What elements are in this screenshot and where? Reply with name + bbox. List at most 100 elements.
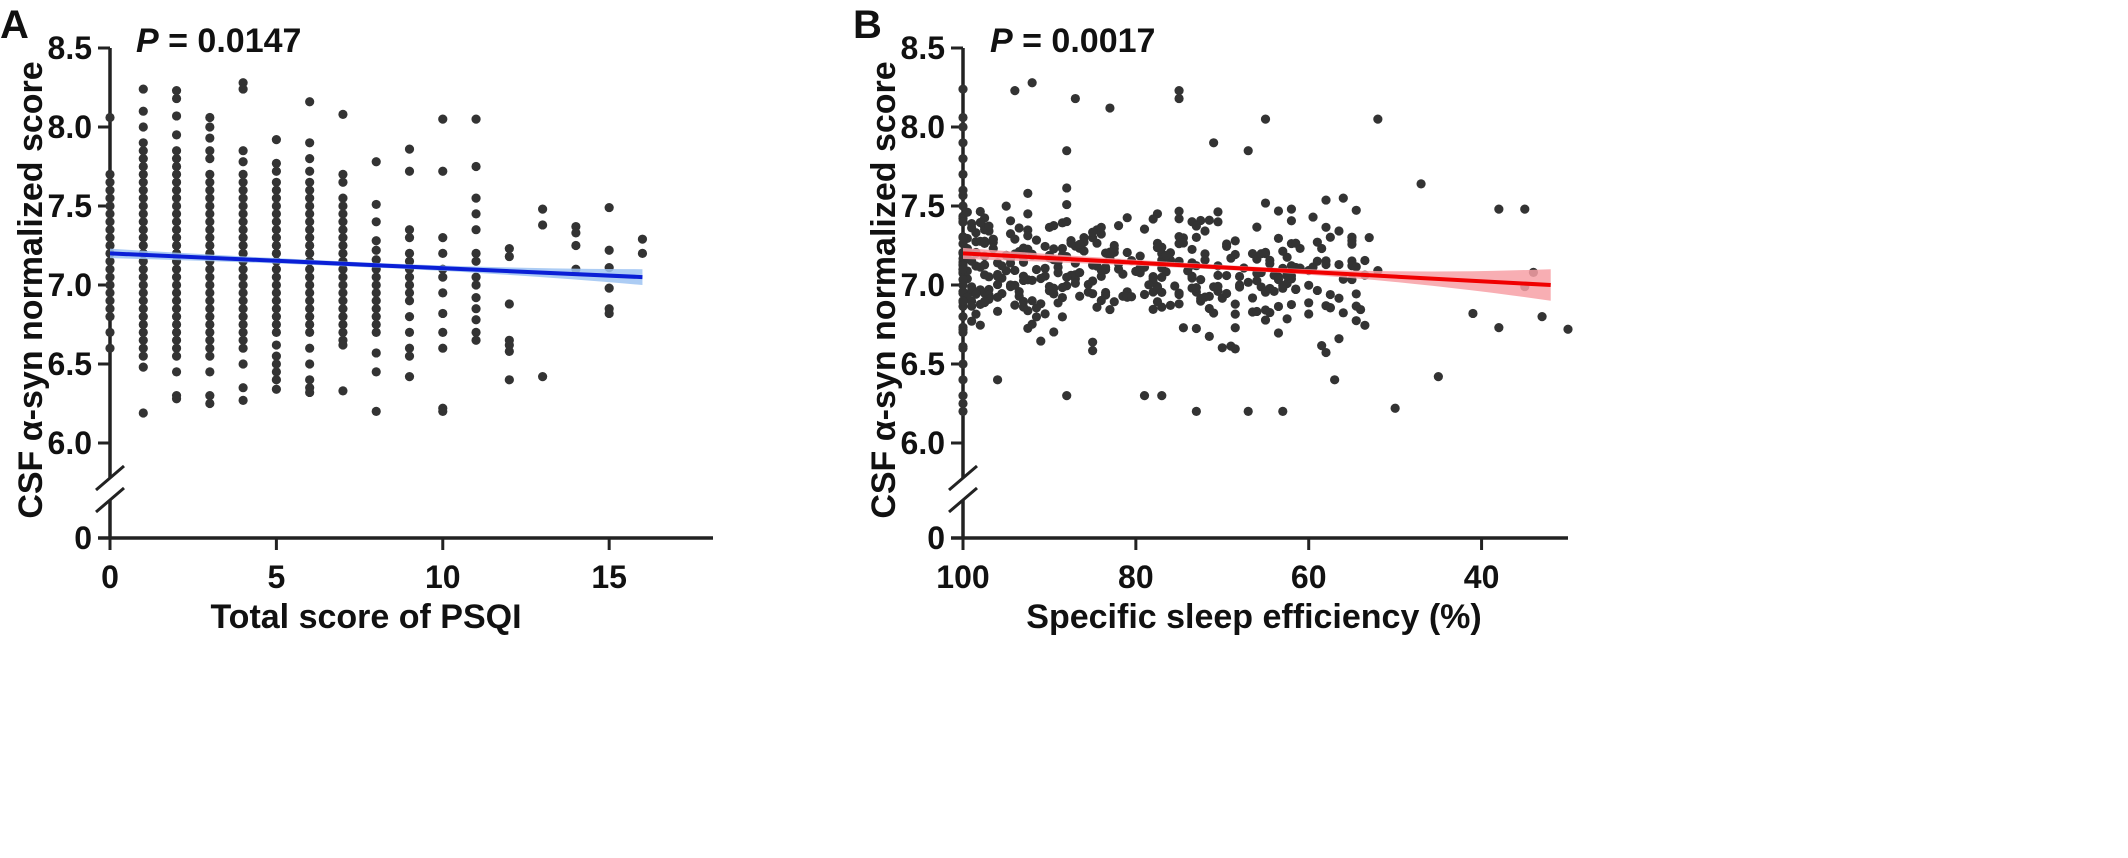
data-point [138,296,148,306]
data-point [238,248,248,258]
data-point [271,225,281,235]
data-point [1113,221,1124,231]
data-point [958,406,968,416]
data-point [1260,247,1271,257]
data-point [1351,316,1361,326]
data-point [138,193,148,203]
data-point [1148,304,1158,314]
data-point [958,359,968,369]
data-point [1304,298,1314,308]
data-point [271,166,281,176]
axis-break-mark [948,486,978,514]
data-point [138,185,148,195]
data-point [371,348,381,358]
data-point [1096,295,1106,306]
data-point [404,327,415,337]
data-point [271,135,281,145]
data-point [958,185,968,195]
panel-label: B [853,3,882,47]
data-point [171,177,182,187]
data-point [138,280,148,290]
data-point [438,248,448,258]
data-point [1390,403,1400,413]
data-point [238,185,248,195]
data-point [371,312,381,322]
data-point [471,335,481,345]
data-point [1360,255,1370,266]
data-point [305,201,315,211]
data-point [138,240,148,251]
data-point [171,185,182,195]
data-point [1213,270,1223,280]
data-point [171,351,182,361]
data-point [1217,343,1227,353]
data-point [1010,234,1020,244]
data-point [404,351,415,361]
data-point [305,185,315,195]
data-point [138,304,148,314]
data-point [1325,303,1335,313]
data-point [1286,299,1297,310]
data-point [1088,337,1098,347]
data-point [271,264,281,274]
data-point [1230,299,1240,309]
data-point [238,304,248,314]
data-point [471,272,481,282]
axis-break-mark [95,464,125,492]
data-point [338,233,348,243]
y-tick-label: 7.5 [48,188,92,224]
data-point [975,206,985,217]
data-point [105,201,115,211]
data-point [105,185,115,195]
data-point [171,296,182,306]
data-point [1230,323,1240,333]
data-point [371,406,381,416]
data-point [138,312,148,322]
data-point [338,264,348,274]
data-point [1286,204,1297,214]
data-point [404,233,415,243]
y-tick-label: 7.0 [48,267,92,303]
data-point [1373,114,1383,124]
data-point [271,280,281,290]
data-point [138,335,148,345]
data-point [371,157,381,167]
data-point [1321,195,1331,205]
data-point [271,304,281,314]
data-point [404,280,415,290]
data-point [238,146,248,156]
data-point [1031,264,1042,275]
x-tick-label: 80 [1118,559,1154,595]
data-point [1204,331,1214,342]
data-point [504,251,514,262]
data-point [1144,280,1154,290]
data-point [305,138,315,148]
data-point [138,106,148,116]
data-point [271,359,281,369]
data-point [1014,223,1024,233]
y-tick-label: 6.5 [901,346,945,382]
data-point [1308,212,1318,222]
data-point [997,261,1007,271]
data-point [1126,292,1137,302]
data-point [1563,324,1573,334]
data-point [205,272,215,282]
data-point [205,122,215,132]
y-tick-label: 8.0 [901,109,945,145]
data-point [238,78,248,88]
data-point [305,264,315,274]
data-point [1036,273,1046,284]
data-point [205,351,215,361]
data-point [1278,406,1288,416]
x-tick-label: 15 [591,559,627,595]
data-point [305,296,315,306]
data-point [1178,323,1188,333]
panel-b: B P = 0.0017 0 6.0 6.5 7.0 7.5 8.0 8.5 100 80 60 40S… [853,3,1573,636]
data-point [971,289,981,299]
data-point [1213,281,1223,291]
data-point [1196,275,1206,285]
panel-label: A [0,3,29,47]
x-tick-label: 100 [936,559,989,595]
data-point [438,288,448,298]
data-point [1282,271,1292,281]
